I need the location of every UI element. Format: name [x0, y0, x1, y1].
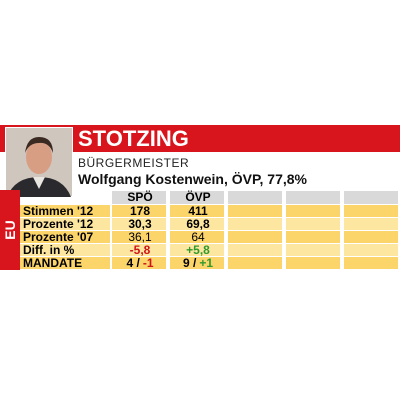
- row-bg: [344, 257, 398, 269]
- row-bg: [286, 218, 340, 230]
- column-header: SPÖ: [127, 190, 153, 204]
- row-bg: [170, 231, 224, 243]
- row-bg: [228, 205, 282, 217]
- row-bg: [112, 231, 166, 243]
- cell-text: 36,1: [128, 230, 152, 244]
- row-bg: [228, 218, 282, 230]
- cell-text: -5,8: [129, 243, 151, 257]
- cell: 4 /-1: [112, 257, 168, 270]
- row-bg: [286, 231, 340, 243]
- cell-text: +1: [199, 256, 214, 270]
- row-bg: [286, 244, 340, 256]
- row-bg: [228, 244, 282, 256]
- cell-text: 64: [191, 230, 205, 244]
- row-bg: [286, 257, 340, 269]
- row-bg: [170, 218, 224, 230]
- cell: 9 /+1: [170, 257, 226, 270]
- cell: 30,3: [112, 218, 168, 231]
- header-cell: [344, 191, 398, 204]
- cell-text: 30,3: [128, 217, 152, 231]
- mayor: Wolfgang Kostenwein, ÖVP, 77,8%: [78, 171, 307, 187]
- cell-text: 178: [129, 204, 151, 218]
- row-bg: [170, 257, 224, 269]
- row-bg: [344, 244, 398, 256]
- cell-text: 411: [188, 204, 208, 218]
- row-label: Diff. in %: [23, 243, 75, 257]
- row-bg: [170, 205, 224, 217]
- region: EU: [2, 220, 18, 240]
- row-bg: [344, 205, 398, 217]
- cell: 178: [112, 205, 168, 218]
- cell-text: 4 /: [126, 256, 140, 270]
- cell: 64: [170, 231, 226, 244]
- row-bg: [228, 231, 282, 243]
- row-label: Stimmen '12: [23, 204, 94, 218]
- cell-text: +5,8: [186, 243, 210, 257]
- row-bg: [344, 231, 398, 243]
- row-bg: [112, 205, 166, 217]
- cell-text: 9 /: [182, 256, 197, 270]
- cell: 411: [170, 205, 226, 218]
- row-label: MANDATE: [23, 256, 83, 270]
- row-bg: [112, 218, 166, 230]
- title: STOTZING: [78, 126, 189, 151]
- header-cell: [170, 191, 224, 204]
- cell: -5,8: [112, 244, 168, 257]
- row-bg: [20, 218, 110, 230]
- role: BÜRGERMEISTER: [78, 156, 190, 170]
- region-strip: [0, 190, 20, 270]
- header-cell: [286, 191, 340, 204]
- row-bg: [170, 244, 224, 256]
- row-bg: [112, 257, 166, 269]
- row-bg: [20, 244, 110, 256]
- row-label: Prozente '12: [23, 217, 94, 231]
- cell: 36,1: [112, 231, 168, 244]
- row-bg: [112, 244, 166, 256]
- column-header: ÖVP: [185, 190, 211, 204]
- photo: [5, 127, 73, 197]
- row-bg: [20, 257, 110, 269]
- header-cell: [112, 191, 166, 204]
- cell: +5,8: [170, 244, 226, 257]
- cell-text: 69,8: [186, 217, 210, 231]
- row-bg: [20, 205, 110, 217]
- row-bg: [344, 218, 398, 230]
- row-bg: [20, 231, 110, 243]
- row-bg: [286, 205, 340, 217]
- row-label: Prozente '07: [23, 230, 94, 244]
- row-bg: [228, 257, 282, 269]
- header-cell: [228, 191, 282, 204]
- cell-text: -1: [142, 256, 154, 270]
- cell: 69,8: [170, 218, 226, 231]
